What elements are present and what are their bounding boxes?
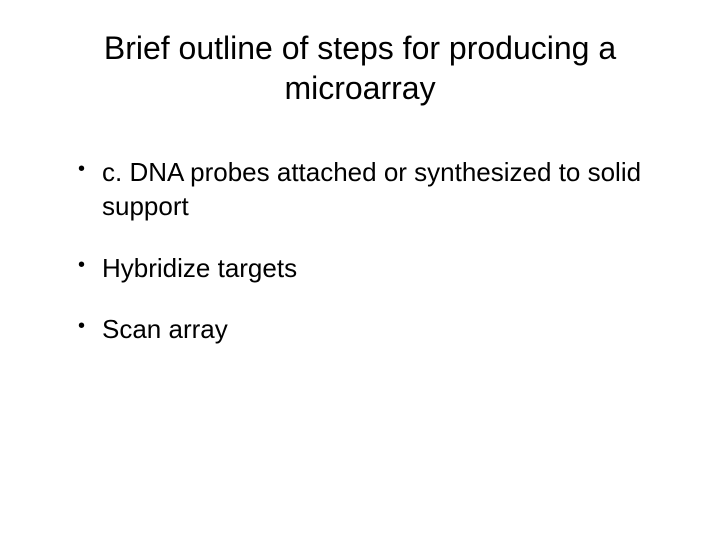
bullet-item: Hybridize targets bbox=[78, 252, 660, 286]
bullet-item: c. DNA probes attached or synthesized to… bbox=[78, 156, 660, 224]
slide-title: Brief outline of steps for producing a m… bbox=[60, 28, 660, 108]
bullet-list: c. DNA probes attached or synthesized to… bbox=[60, 156, 660, 347]
bullet-item: Scan array bbox=[78, 313, 660, 347]
